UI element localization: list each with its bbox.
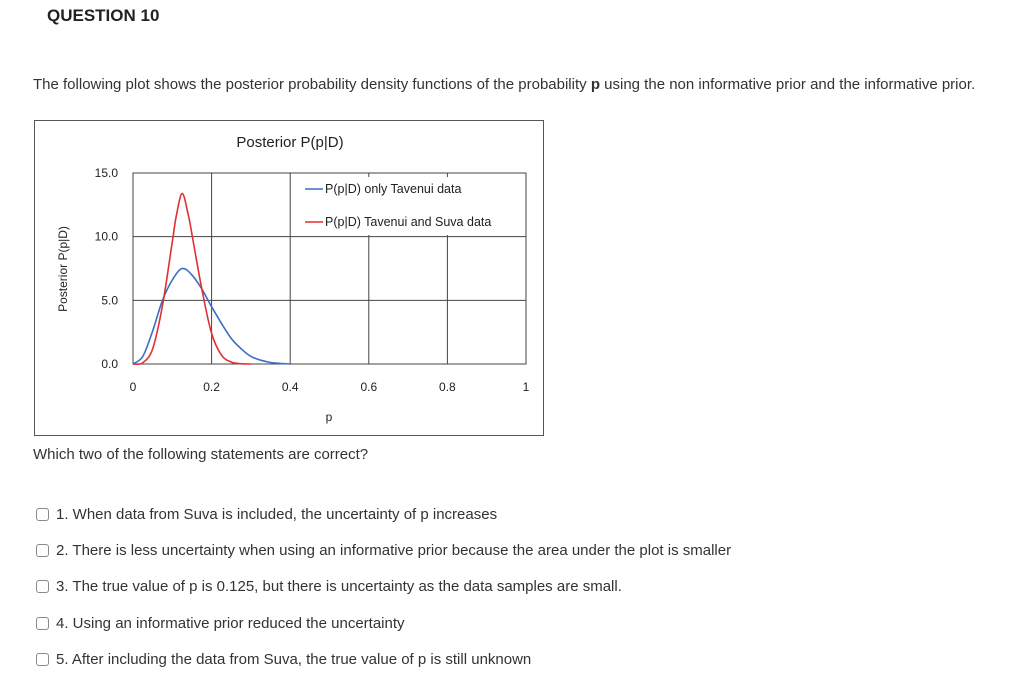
x-tick-label: 0.4 (282, 380, 299, 394)
option-5[interactable]: 5. After including the data from Suva, t… (36, 648, 936, 670)
option-4-checkbox[interactable] (36, 616, 49, 630)
y-tick-label: 5.0 (101, 293, 118, 307)
chart-ticks: 0 0.2 0.4 0.6 0.8 10.05.010.015.0 (95, 166, 530, 394)
chart-title: Posterior P(p|D) (236, 134, 343, 151)
option-1[interactable]: 1. When data from Suva is included, the … (36, 503, 936, 525)
option-3-checkbox[interactable] (36, 579, 49, 593)
x-tick-label: 1 (523, 380, 530, 394)
x-axis-label: p (326, 410, 333, 424)
series-line-tavenui (132, 267, 291, 365)
legend-background (297, 177, 523, 235)
legend: P(p|D) only Tavenui data P(p|D) Tavenui … (297, 177, 523, 235)
y-tick-label: 10.0 (95, 230, 119, 244)
question-prompt: Which two of the following statements ar… (33, 446, 369, 463)
intro-text-start: The following plot shows the posterior p… (33, 76, 591, 93)
question-title: QUESTION 10 (47, 6, 160, 25)
y-tick-label: 0.0 (101, 357, 118, 371)
chart-series (132, 192, 291, 366)
option-4-label: 4. Using an informative prior reduced th… (56, 614, 405, 632)
option-3[interactable]: 3. The true value of p is 0.125, but the… (36, 575, 936, 597)
legend-label-tavenui-suva: P(p|D) Tavenui and Suva data (325, 215, 491, 229)
x-tick-label: 0.6 (360, 380, 377, 394)
option-2-label: 2. There is less uncertainty when using … (56, 541, 732, 559)
y-tick-label: 15.0 (95, 166, 119, 180)
legend-label-tavenui: P(p|D) only Tavenui data (325, 182, 461, 196)
posterior-chart: 0 0.2 0.4 0.6 0.8 10.05.010.015.0 P(p|D) only… (56, 134, 530, 424)
intro-bold-p: p (590, 76, 600, 93)
option-2[interactable]: 2. There is less uncertainty when using … (36, 539, 936, 561)
x-tick-label: 0 (130, 380, 137, 394)
option-5-checkbox[interactable] (36, 652, 49, 666)
option-1-label: 1. When data from Suva is included, the … (56, 505, 498, 523)
option-5-label: 5. After including the data from Suva, t… (56, 650, 532, 668)
intro-text-end: using the non informative prior and the … (599, 76, 976, 93)
question-intro: The following plot shows the posterior p… (33, 76, 993, 94)
x-tick-label: 0.2 (203, 380, 220, 394)
y-axis-label: Posterior P(p|D) (56, 226, 70, 312)
plot-area-border (132, 172, 527, 365)
x-tick-label: 0.8 (439, 380, 456, 394)
option-2-checkbox[interactable] (36, 543, 49, 557)
option-1-checkbox[interactable] (36, 507, 49, 521)
option-4[interactable]: 4. Using an informative prior reduced th… (36, 612, 936, 634)
option-3-label: 3. The true value of p is 0.125, but the… (56, 577, 622, 595)
chart-frame: 0 0.2 0.4 0.6 0.8 1 0.0 5.0 10.0 15.0 P(p|D) only… (34, 120, 544, 436)
series-line-tavenui-suva (132, 192, 251, 366)
